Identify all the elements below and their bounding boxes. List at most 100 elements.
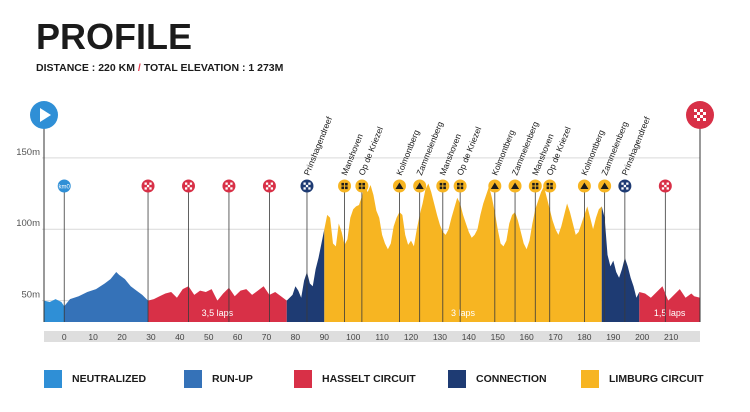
y-tick-label: 100m (16, 218, 40, 229)
cobbles-icon (358, 186, 362, 190)
cobbles-icon (550, 182, 553, 186)
flag-icon (268, 184, 271, 188)
x-tick-label: 100 (346, 332, 360, 342)
checkered-flag-icon (703, 112, 706, 115)
x-tick-label: 170 (548, 332, 562, 342)
cobbles-icon (439, 186, 443, 190)
climb-icon (580, 182, 589, 189)
flag-icon (149, 187, 152, 190)
x-tick-label: 130 (433, 332, 447, 342)
x-tick-label: 150 (491, 332, 505, 342)
flag-icon (149, 182, 152, 185)
cobbles-icon (362, 186, 365, 190)
distance-label: DISTANCE : 220 KM (36, 62, 135, 74)
flag-icon (308, 182, 311, 185)
x-tick-label: 30 (146, 332, 156, 342)
flag-icon (225, 182, 228, 185)
cobbles-icon (532, 182, 535, 186)
x-tick-label: 50 (204, 332, 214, 342)
profile-segment-hasselt-circuit (639, 286, 700, 322)
marker-badge (436, 179, 450, 193)
cobbles-icon (532, 186, 535, 190)
marker-badge (338, 179, 352, 193)
profile-segment-hasselt-circuit (148, 286, 287, 322)
laps-label: 1,5 laps (654, 308, 686, 318)
y-tick-label: 50m (22, 290, 41, 301)
x-tick-label: 40 (175, 332, 185, 342)
cobbles-icon (535, 182, 539, 186)
legend-label: CONNECTION (476, 373, 547, 385)
checkered-flag-icon (700, 115, 703, 118)
cobbles-icon (457, 182, 460, 186)
flag-icon (626, 187, 629, 190)
x-tick-label: 10 (88, 332, 98, 342)
legend-item-limburg-circuit: LIMBURG CIRCUIT (581, 369, 704, 389)
profile-segment-connection (286, 229, 325, 322)
climb-name: Op de Kriezel (455, 125, 484, 177)
flag-icon (305, 184, 309, 188)
x-tick-label: 70 (262, 332, 272, 342)
x-tick-label: 120 (404, 332, 418, 342)
checkered-flag-icon (694, 109, 697, 112)
flag-icon (144, 182, 147, 185)
legend-label: RUN-UP (212, 373, 253, 385)
laps-label: 3,5 laps (202, 308, 234, 318)
cobbles-icon (345, 186, 348, 190)
laps-label: 3 laps (451, 308, 476, 318)
flag-icon (661, 187, 665, 190)
legend-swatch (581, 370, 599, 388)
cobbles-icon (358, 182, 362, 186)
x-tick-label: 90 (320, 332, 330, 342)
legend: NEUTRALIZED RUN-UP HASSELT CIRCUIT CONNE… (0, 369, 750, 393)
checkered-flag-icon (703, 118, 706, 121)
x-tick-label: 110 (375, 332, 389, 342)
marker-badge (528, 179, 542, 193)
flag-icon (187, 184, 190, 188)
x-tick-label: 0 (62, 332, 67, 342)
flag-icon (666, 182, 669, 185)
checkered-flag-icon (697, 118, 700, 121)
flag-icon (227, 184, 231, 188)
legend-swatch (44, 370, 62, 388)
flag-icon (189, 187, 193, 190)
x-tick-label: 140 (462, 332, 476, 342)
x-tick-label: 160 (520, 332, 534, 342)
cobbles-icon (341, 186, 345, 190)
x-tick-label: 200 (635, 332, 649, 342)
flag-icon (144, 187, 147, 190)
x-tick-label: 60 (233, 332, 243, 342)
stage-summary: DISTANCE : 220 KM / TOTAL ELEVATION : 1 … (36, 62, 283, 74)
x-tick-label: 20 (117, 332, 127, 342)
checkered-flag-icon (694, 115, 697, 118)
flag-icon (303, 187, 306, 190)
cobbles-icon (443, 182, 446, 186)
flag-icon (621, 187, 624, 190)
flag-icon (189, 182, 193, 185)
legend-swatch (294, 370, 312, 388)
flag-icon (621, 182, 624, 185)
x-tick-label: 180 (577, 332, 591, 342)
cobbles-icon (362, 182, 365, 186)
climb-name: Op de Kriezel (356, 125, 385, 177)
legend-item-connection: CONNECTION (448, 369, 547, 389)
flag-icon (225, 187, 228, 190)
cobbles-icon (460, 186, 464, 190)
flag-icon (265, 182, 269, 185)
cobbles-icon (460, 182, 464, 186)
profile-segment-connection (601, 206, 640, 322)
flag-icon (666, 187, 669, 190)
play-icon (40, 108, 51, 122)
cobbles-icon (439, 182, 443, 186)
flag-icon (230, 187, 233, 190)
legend-swatch (448, 370, 466, 388)
climb-icon (395, 182, 404, 189)
flag-icon (623, 184, 627, 188)
climb-icon (490, 182, 499, 189)
marker-badge (355, 179, 369, 193)
flag-icon (270, 187, 274, 190)
flag-icon (308, 187, 311, 190)
marker-badge (57, 179, 71, 193)
flag-icon (146, 184, 150, 188)
x-tick-label: 190 (606, 332, 620, 342)
